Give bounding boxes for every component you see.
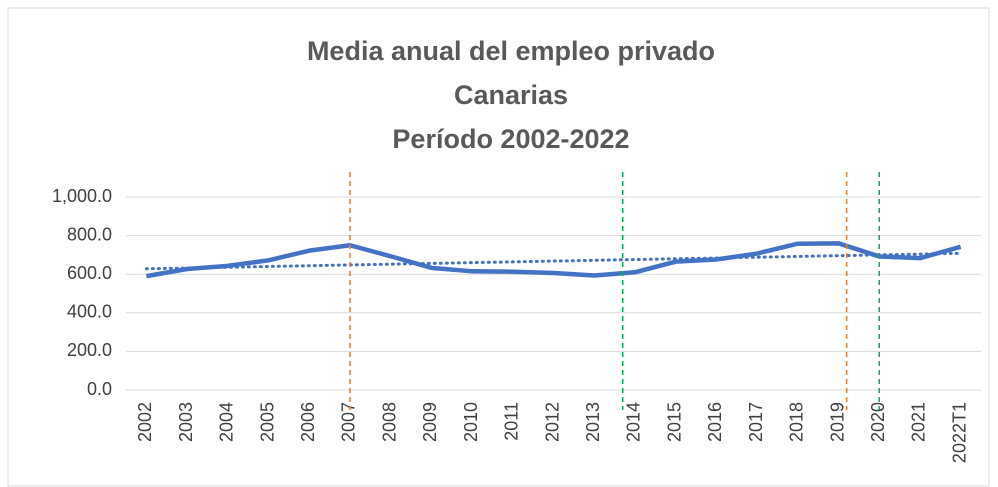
y-tick-label: 400.0 [67,302,112,322]
chart-title: Media anual del empleo privado [307,36,715,66]
x-tick-label: 2010 [461,402,481,442]
trend-line [144,251,963,271]
y-tick-label: 800.0 [67,224,112,244]
x-tick-label: 2020 [868,402,888,442]
x-tick-label: 2004 [217,402,237,442]
x-tick-label: 2012 [542,402,562,442]
y-tick-label: 1,000.0 [52,186,112,206]
x-tick-label: 2017 [746,402,766,442]
x-tick-label: 2005 [257,402,277,442]
x-tick-label: 2006 [298,402,318,442]
x-tick-label: 2008 [379,402,399,442]
x-tick-label: 2016 [705,402,725,442]
y-tick-label: 600.0 [67,263,112,283]
x-tick-label: 2009 [420,402,440,442]
x-tick-label: 2003 [176,402,196,442]
chart-title: Período 2002-2022 [392,124,629,154]
x-tick-label: 2013 [583,402,603,442]
chart-frame [7,7,990,487]
y-tick-label: 0.0 [87,379,112,399]
x-tick-label: 2018 [787,402,807,442]
x-tick-label: 2007 [339,402,359,442]
x-tick-label: 2021 [909,402,929,442]
x-tick-label: 2015 [664,402,684,442]
x-tick-label: 2019 [827,402,847,442]
y-tick-label: 200.0 [67,340,112,360]
chart-title: Canarias [454,80,568,110]
data-line [145,241,962,279]
x-tick-label: 2022T1 [949,402,969,463]
x-tick-label: 2014 [624,402,644,442]
x-tick-label: 2002 [135,402,155,442]
x-tick-label: 2011 [502,402,522,441]
